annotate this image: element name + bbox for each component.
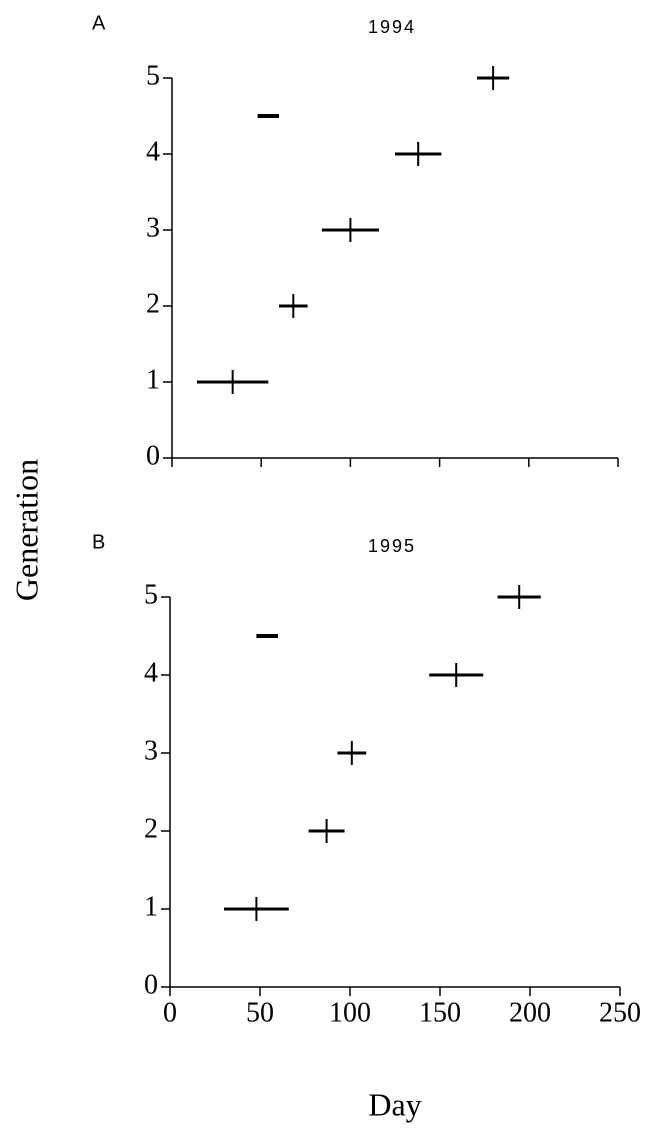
x-axis-label: Day (368, 1086, 421, 1122)
panel-label: A (92, 12, 106, 34)
y-tick-label: 5 (144, 579, 158, 610)
y-tick-label: 4 (146, 136, 160, 167)
y-axis-label: Generation (8, 459, 44, 601)
panel-title: 1995 (368, 536, 416, 556)
x-tick-label: 150 (419, 997, 461, 1028)
y-tick-label: 3 (144, 735, 158, 766)
y-tick-label: 3 (146, 212, 160, 243)
x-tick-label: 250 (599, 997, 641, 1028)
y-tick-label: 2 (144, 813, 158, 844)
x-tick-label: 0 (163, 997, 177, 1028)
y-tick-label: 2 (146, 288, 160, 319)
y-tick-label: 4 (144, 657, 158, 688)
y-tick-label: 0 (146, 440, 160, 471)
y-tick-label: 1 (144, 891, 158, 922)
y-tick-label: 1 (146, 364, 160, 395)
y-tick-label: 0 (144, 969, 158, 1000)
x-tick-label: 200 (509, 997, 551, 1028)
y-tick-label: 5 (146, 60, 160, 91)
panel-title: 1994 (368, 17, 416, 37)
x-tick-label: 100 (329, 997, 371, 1028)
x-tick-label: 50 (246, 997, 274, 1028)
panel-label: B (92, 531, 105, 553)
